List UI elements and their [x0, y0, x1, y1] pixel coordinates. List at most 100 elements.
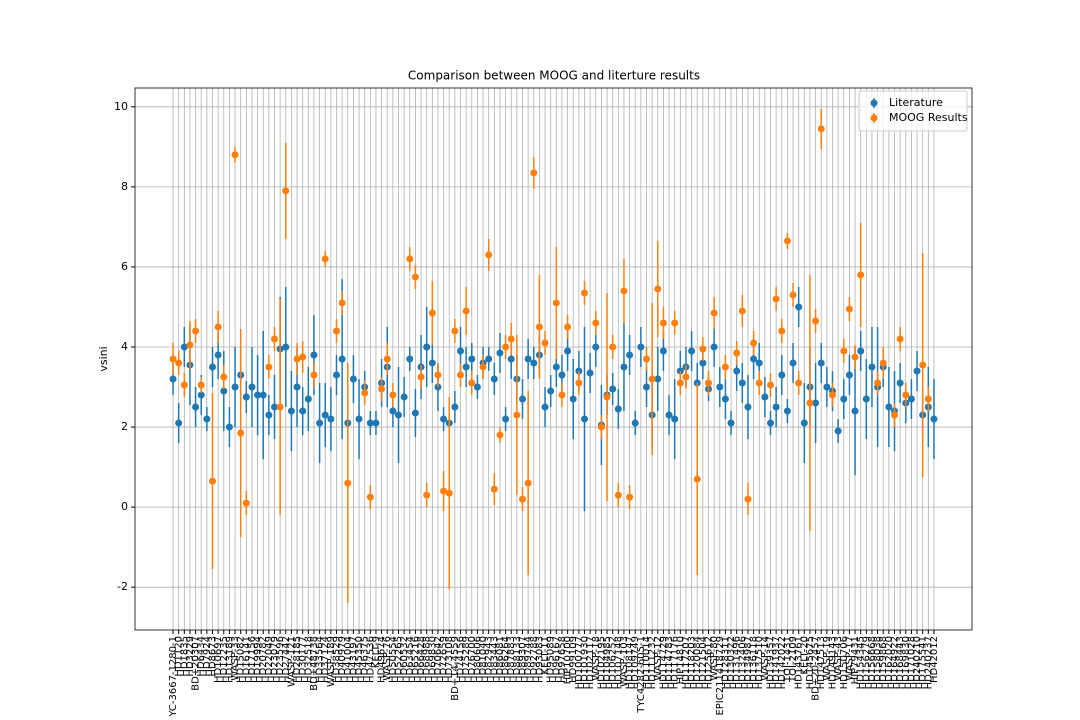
- data-point: [473, 383, 481, 391]
- x-tick-label: KELT-11: [540, 636, 551, 675]
- data-point: [180, 381, 188, 389]
- x-tick-label: HD28185: [292, 636, 303, 683]
- x-tick-label: HD107148: [613, 636, 624, 689]
- data-point: [907, 395, 915, 403]
- data-point: [276, 403, 284, 411]
- data-point: [440, 487, 448, 495]
- legend-marker: [870, 99, 878, 107]
- data-point: [468, 379, 476, 387]
- x-tick-label: HD97658: [557, 636, 568, 683]
- data-point: [879, 359, 887, 367]
- data-point: [282, 187, 290, 195]
- data-point: [451, 327, 459, 335]
- x-tick-label: HD38529: [332, 636, 343, 683]
- data-point: [738, 307, 746, 315]
- data-point: [287, 407, 295, 415]
- data-point: [851, 353, 859, 361]
- data-point: [620, 363, 628, 371]
- data-point: [552, 299, 560, 307]
- legend-label: MOOG Results: [889, 111, 968, 124]
- x-tick-label: HD19994: [253, 636, 264, 683]
- data-point: [265, 411, 273, 419]
- data-point: [705, 379, 712, 387]
- x-tick-label: TYC4282-605-1: [636, 636, 647, 714]
- x-tick-label: HD99109: [568, 636, 579, 683]
- x-tick-label: HD73108: [444, 636, 455, 683]
- data-point: [361, 389, 369, 397]
- data-point: [507, 335, 515, 343]
- data-point: [789, 291, 797, 299]
- data-point: [338, 299, 346, 307]
- x-tick-label: HD89307: [518, 636, 529, 683]
- data-point: [767, 419, 774, 427]
- data-point: [614, 405, 622, 413]
- data-point: [445, 489, 453, 497]
- data-point: [688, 347, 696, 355]
- data-point: [682, 373, 690, 381]
- data-point: [192, 327, 200, 335]
- x-tick-label: HD22049: [264, 636, 275, 683]
- x-tick-label: HD108147: [625, 636, 636, 689]
- data-point: [457, 347, 464, 355]
- x-tick-label: HD109749: [630, 636, 641, 689]
- y-tick-label: 2: [121, 420, 128, 433]
- x-tick-label: HD111232: [647, 636, 658, 689]
- data-point: [716, 383, 724, 391]
- x-tick-label: HD106252: [608, 636, 619, 689]
- x-tick-label: HD45350: [354, 636, 365, 683]
- chart-title: Comparison between MOOG and literture re…: [408, 69, 700, 83]
- data-point: [197, 391, 205, 399]
- data-point: [812, 399, 820, 407]
- x-tick-label: WASP-33: [230, 636, 241, 681]
- data-point: [592, 319, 600, 327]
- x-tick-label: HD158038: [873, 636, 884, 689]
- data-point: [817, 125, 825, 133]
- x-tick-label: HD114783: [664, 636, 675, 689]
- x-tick-label: HD136118: [749, 636, 760, 689]
- data-point: [721, 395, 729, 403]
- data-point: [271, 403, 278, 411]
- data-point: [552, 363, 560, 371]
- data-point: [812, 317, 820, 325]
- data-point: [806, 399, 814, 407]
- data-point: [885, 403, 893, 411]
- x-tick-label: HD80606: [472, 636, 483, 683]
- x-tick-label: HD150706: [839, 636, 850, 689]
- x-tick-label: HD27442: [281, 636, 292, 683]
- x-tick-label: HD16141: [241, 636, 252, 683]
- data-point: [795, 303, 803, 311]
- x-tick-label: WASP-189: [326, 636, 337, 687]
- data-point: [744, 403, 752, 411]
- x-tick-label: HD139357: [766, 636, 777, 689]
- data-point: [485, 355, 493, 363]
- data-point: [857, 271, 865, 279]
- data-point: [541, 403, 549, 411]
- data-point: [530, 359, 538, 367]
- plot-frame: [134, 87, 973, 631]
- data-point: [490, 375, 498, 383]
- data-point: [519, 395, 526, 403]
- x-tick-label: HD121504: [698, 636, 709, 689]
- data-point: [254, 391, 262, 399]
- x-tick-label: WASP-76: [382, 636, 393, 681]
- data-point: [378, 385, 386, 393]
- x-tick-label: HD23596: [275, 636, 286, 683]
- x-tick-label: WASP-43: [833, 636, 844, 681]
- data-point: [733, 349, 741, 357]
- data-point: [586, 369, 594, 377]
- data-point: [631, 419, 639, 427]
- x-tick-label: WASP-18: [591, 636, 602, 681]
- data-point: [203, 415, 211, 423]
- x-tick-label: HD92788: [529, 636, 540, 683]
- x-tick-label: HD33564: [315, 636, 326, 683]
- data-point: [671, 319, 679, 327]
- x-tick-label: HD117176: [670, 636, 681, 689]
- data-point: [851, 407, 859, 415]
- data-point: [428, 359, 436, 367]
- x-tick-label: HIP79431: [850, 636, 861, 684]
- x-tick-label: HD88133: [512, 636, 523, 683]
- x-tick-label: BD+20-2457: [811, 636, 822, 701]
- data-point: [654, 375, 662, 383]
- x-tick-label: HD3229: [185, 636, 196, 677]
- x-tick-label: HD70642: [433, 636, 444, 683]
